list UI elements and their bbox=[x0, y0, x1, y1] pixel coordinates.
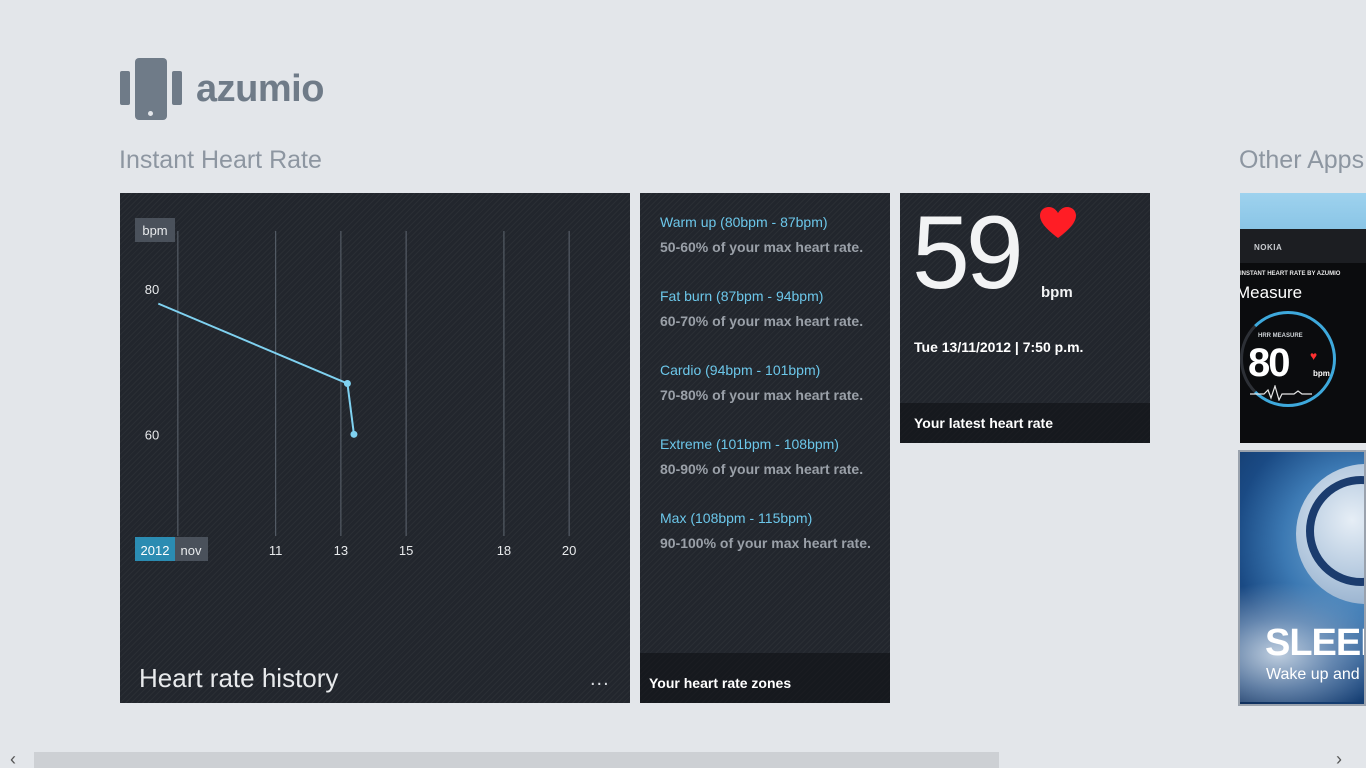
data-point bbox=[350, 430, 358, 438]
scrollbar-thumb[interactable] bbox=[34, 752, 999, 768]
phone-logo-icon bbox=[120, 58, 182, 120]
zone-item: Extreme (101bpm - 108bpm) 80-90% of your… bbox=[660, 436, 863, 477]
zone-item: Fat burn (87bpm - 94bpm) 60-70% of your … bbox=[660, 288, 863, 329]
zone-description: 90-100% of your max heart rate. bbox=[660, 535, 871, 551]
zone-description: 70-80% of your max heart rate. bbox=[660, 387, 864, 403]
phone-brand: NOKIA bbox=[1254, 243, 1283, 252]
measurement-date: Tue 13/11/2012 | 7:50 p.m. bbox=[914, 339, 1084, 355]
zone-description: 50-60% of your max heart rate. bbox=[660, 239, 864, 255]
heart-rate-unit: bpm bbox=[1041, 284, 1073, 301]
zone-description: 60-70% of your max heart rate. bbox=[660, 313, 864, 329]
horizontal-scrollbar[interactable]: ‹ › bbox=[0, 750, 1366, 768]
zone-name: Extreme (101bpm - 108bpm) bbox=[660, 436, 839, 452]
measure-ring bbox=[1240, 311, 1336, 407]
zone-description: 80-90% of your max heart rate. bbox=[660, 461, 864, 477]
app-tile-instant-heart-rate[interactable]: NOKIA INSTANT HEART RATE BY AZUMIO Measu… bbox=[1240, 193, 1366, 443]
zone-item: Max (108bpm - 115bpm) 90-100% of your ma… bbox=[660, 510, 871, 551]
logo-text: azumio bbox=[196, 67, 324, 110]
more-options-button[interactable]: ... bbox=[590, 668, 610, 690]
zone-name: Warm up (80bpm - 87bpm) bbox=[660, 214, 828, 230]
heart-icon bbox=[1040, 207, 1076, 238]
phone-screen: INSTANT HEART RATE BY AZUMIO Measure HRR… bbox=[1240, 263, 1366, 443]
series-line bbox=[157, 302, 355, 435]
year-badge bbox=[135, 537, 175, 561]
app-caption: INSTANT HEART RATE BY AZUMIO bbox=[1240, 271, 1341, 277]
y-tick-label: 60 bbox=[145, 427, 159, 442]
month-badge bbox=[175, 537, 208, 561]
phone-image: NOKIA INSTANT HEART RATE BY AZUMIO Measu… bbox=[1240, 229, 1366, 443]
heart-rate-history-tile[interactable]: 81113151820bpm80602012nov Heart rate his… bbox=[120, 193, 630, 703]
heart-rate-chart: 81113151820bpm80602012nov bbox=[135, 218, 576, 561]
x-tick-label: 13 bbox=[334, 543, 348, 558]
tile-label: Your latest heart rate bbox=[914, 415, 1054, 431]
heart-rate-zones-tile[interactable]: Warm up (80bpm - 87bpm) 50-60% of your m… bbox=[640, 193, 890, 703]
clouds-image bbox=[1240, 582, 1364, 702]
pulse-wave-icon bbox=[1250, 385, 1312, 401]
zone-name: Max (108bpm - 115bpm) bbox=[660, 510, 813, 526]
chevron-left-icon[interactable]: ‹ bbox=[10, 749, 16, 768]
zone-item: Warm up (80bpm - 87bpm) 50-60% of your m… bbox=[660, 214, 863, 255]
zone-item: Cardio (94bpm - 101bpm) 70-80% of your m… bbox=[660, 362, 863, 403]
y-tick-label: 80 bbox=[145, 282, 159, 297]
app-screen-title: Measure bbox=[1240, 283, 1303, 302]
ring-label: HRR MEASURE bbox=[1258, 333, 1303, 339]
x-tick-label: 18 bbox=[497, 543, 511, 558]
x-tick-label: 20 bbox=[562, 543, 576, 558]
year-label: 2012 bbox=[141, 543, 170, 558]
app-title: SLEEP bbox=[1265, 622, 1364, 664]
data-point bbox=[343, 380, 351, 387]
y-axis-badge bbox=[135, 218, 175, 242]
other-apps-title: Other Apps bbox=[1239, 146, 1365, 174]
preview-unit: bpm bbox=[1313, 369, 1330, 378]
tile-label: Your heart rate zones bbox=[649, 675, 792, 691]
preview-heart-rate: 80 bbox=[1248, 341, 1290, 385]
app-subtitle: Wake up and feel bbox=[1266, 666, 1364, 683]
azumio-logo: azumio bbox=[120, 58, 324, 120]
heart-rate-value: 59 bbox=[912, 195, 1024, 311]
tile-label: Heart rate history bbox=[139, 663, 339, 693]
x-tick-label: 11 bbox=[269, 543, 283, 558]
chevron-right-icon[interactable]: › bbox=[1336, 749, 1342, 768]
month-label: nov bbox=[181, 543, 202, 558]
x-tick-label: 15 bbox=[399, 543, 413, 558]
zone-name: Fat burn (87bpm - 94bpm) bbox=[660, 288, 824, 304]
section-title: Instant Heart Rate bbox=[119, 146, 322, 174]
tile-footer: Your heart rate zones bbox=[640, 653, 890, 703]
tile-footer: Your latest heart rate bbox=[900, 403, 1150, 443]
app-tile-sleep[interactable]: SLEEP Wake up and feel bbox=[1238, 450, 1366, 706]
zone-name: Cardio (94bpm - 101bpm) bbox=[660, 362, 821, 378]
heart-icon: ♥ bbox=[1310, 349, 1318, 363]
latest-heart-rate-tile[interactable]: 59 bpm Tue 13/11/2012 | 7:50 p.m. Your l… bbox=[900, 193, 1150, 443]
y-axis-label: bpm bbox=[142, 223, 167, 238]
